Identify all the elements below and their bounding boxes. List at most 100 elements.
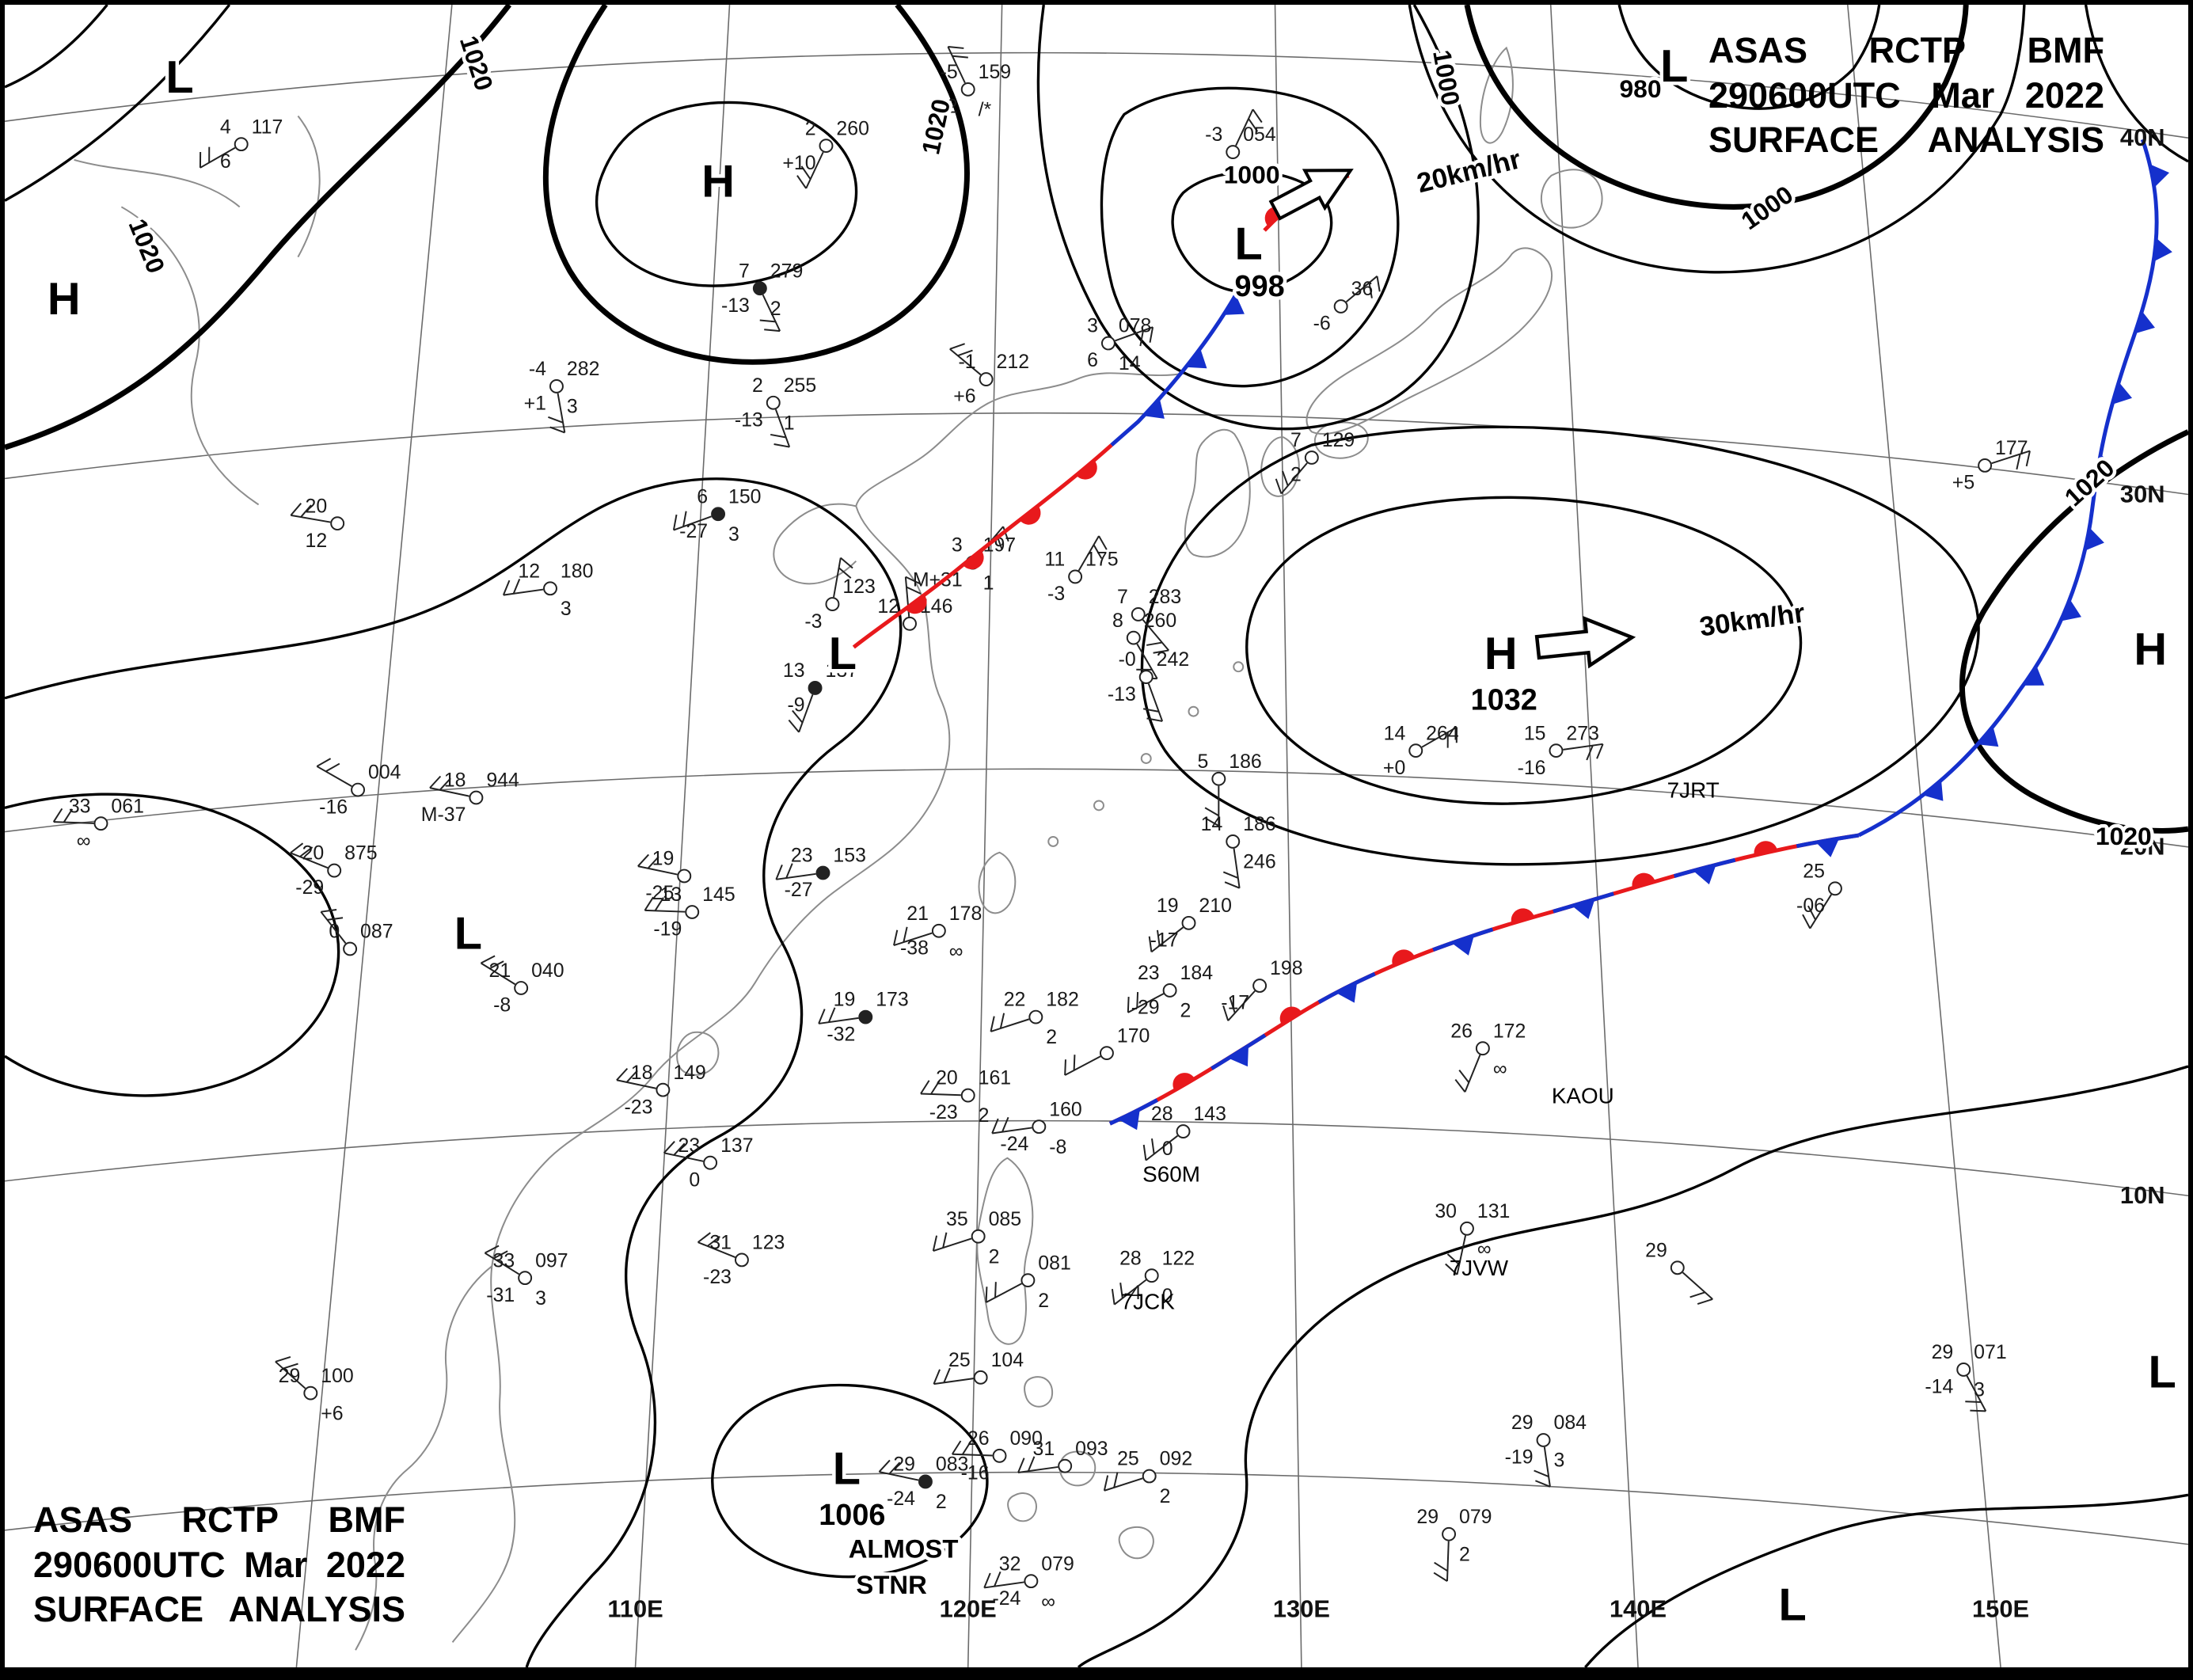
wind-barb-feather: [994, 1571, 1001, 1587]
wind-barb-feather: [800, 165, 811, 180]
wind-barb-feather: [1139, 330, 1144, 347]
warm-front-symbol: [1076, 460, 1097, 480]
wind-barb: [1227, 990, 1256, 1021]
wind-barb: [952, 1453, 993, 1457]
wind-barb: [1809, 894, 1833, 929]
station-value: -29: [295, 877, 324, 899]
wind-barb-feather: [1697, 1298, 1713, 1305]
wind-barb-feather: [888, 1461, 901, 1475]
longitude-label: 140E: [1610, 1595, 1667, 1623]
isobar-label: 1020: [123, 215, 170, 277]
station-value: 071: [1974, 1342, 2007, 1363]
station-value: 6: [220, 151, 231, 173]
station-circle: [825, 597, 840, 611]
isobar-1020: [5, 5, 511, 450]
wind-barb: [644, 909, 686, 913]
station-value: +5: [1952, 473, 1974, 494]
station-value: -24: [992, 1588, 1020, 1610]
station-value: 2: [805, 118, 816, 139]
station-plot: 25 104: [933, 1350, 1024, 1385]
wind-barb-feather: [439, 777, 451, 791]
title-word: Mar: [244, 1544, 308, 1585]
map-labels: ALMOST STNR: [845, 1530, 962, 1602]
warm-front-symbol: [1173, 1073, 1195, 1091]
latitude-label: 20N: [2120, 833, 2165, 861]
wind-barb-feather: [1027, 1456, 1036, 1472]
station-value: 2: [1290, 465, 1302, 486]
wind-barb-feather: [654, 897, 664, 911]
cold-front-line: [1857, 139, 2159, 838]
station-circle: [1827, 881, 1842, 896]
station-circle: [903, 616, 917, 631]
station-value: -23: [703, 1267, 732, 1288]
warm-front-symbol: [905, 595, 927, 614]
station-value: 19: [1157, 895, 1179, 917]
station-circle: [327, 863, 342, 878]
station-value: 20: [306, 496, 328, 517]
meridian-line: [1274, 5, 1302, 1667]
wind-barb: [637, 865, 678, 876]
title-word: 2022: [2024, 74, 2104, 116]
station-value: 255: [784, 375, 817, 397]
wind-barb-feather: [1064, 1059, 1066, 1076]
station-value: 040: [531, 960, 564, 982]
wind-barb-feather: [502, 580, 511, 595]
wind-barb-feather: [644, 896, 654, 911]
wind-barb: [1136, 643, 1158, 679]
station-plot: 081 2: [985, 1252, 1071, 1312]
wind-barb-feather: [764, 329, 781, 333]
title-word: 290600UTC: [33, 1544, 226, 1585]
wind-barb-feather: [1802, 914, 1811, 929]
station-value: 177: [1995, 438, 2028, 459]
station-value: 083: [936, 1454, 969, 1476]
station-circle: [752, 281, 767, 296]
parallel-line: [5, 1471, 2188, 1545]
wind-barb-feather: [1001, 1116, 1009, 1132]
ryukyu-island: [1140, 753, 1152, 764]
station-value: 28: [1151, 1104, 1173, 1125]
wind-barb: [893, 932, 933, 946]
cold-front-symbol: [1815, 838, 1840, 857]
wind-barb-feather: [1252, 108, 1263, 124]
station-plot: 28 122 -4 0: [1111, 1248, 1195, 1307]
station-plot: 33 061 ∞: [52, 796, 144, 852]
wind-barb-feather: [1229, 998, 1236, 1013]
low-pressure-center: L: [1660, 41, 1688, 92]
river-line: [297, 115, 321, 258]
warm-front-symbol: [963, 549, 984, 570]
station-circle: [1226, 834, 1241, 849]
station-value: 079: [1459, 1507, 1492, 1528]
title-word: SURFACE: [1708, 120, 1879, 161]
station-value: 085: [989, 1209, 1022, 1230]
station-plot: 25 092 2: [1103, 1449, 1192, 1507]
wind-barb-feather: [1017, 1458, 1025, 1473]
station-value: -24: [887, 1488, 915, 1510]
station-value: -5: [941, 62, 958, 83]
station-value: 084: [1553, 1412, 1587, 1434]
wind-barb-feather: [1445, 1263, 1458, 1275]
station-plot: -1 212 +6: [949, 343, 1029, 408]
station-value: /*: [979, 100, 992, 121]
station-value: 22: [1004, 990, 1026, 1011]
station-plot: 23 184 -29 2: [1127, 963, 1213, 1022]
wind-barb: [616, 1079, 656, 1089]
wind-barb-feather: [1689, 1291, 1705, 1298]
wind-barb-feather: [1368, 282, 1373, 298]
station-value: 004: [368, 762, 401, 784]
title-word: ANALYSIS: [228, 1589, 405, 1630]
wind-barb: [1115, 326, 1154, 342]
wind-barb-feather: [549, 426, 565, 434]
station-value: -13: [721, 295, 750, 317]
station-circle: [960, 82, 975, 97]
wind-barb-feather: [759, 319, 776, 323]
station-circle: [1176, 1124, 1191, 1138]
station-circle: [330, 516, 345, 531]
station-circle: [1460, 1221, 1474, 1236]
station-value: 279: [770, 260, 804, 282]
station-plot: 30 131 ∞: [1435, 1201, 1510, 1275]
station-value: 186: [1229, 751, 1262, 773]
station-value: 30: [1435, 1201, 1457, 1222]
wind-barb-feather: [1434, 1561, 1449, 1572]
wind-barb: [275, 1361, 306, 1389]
